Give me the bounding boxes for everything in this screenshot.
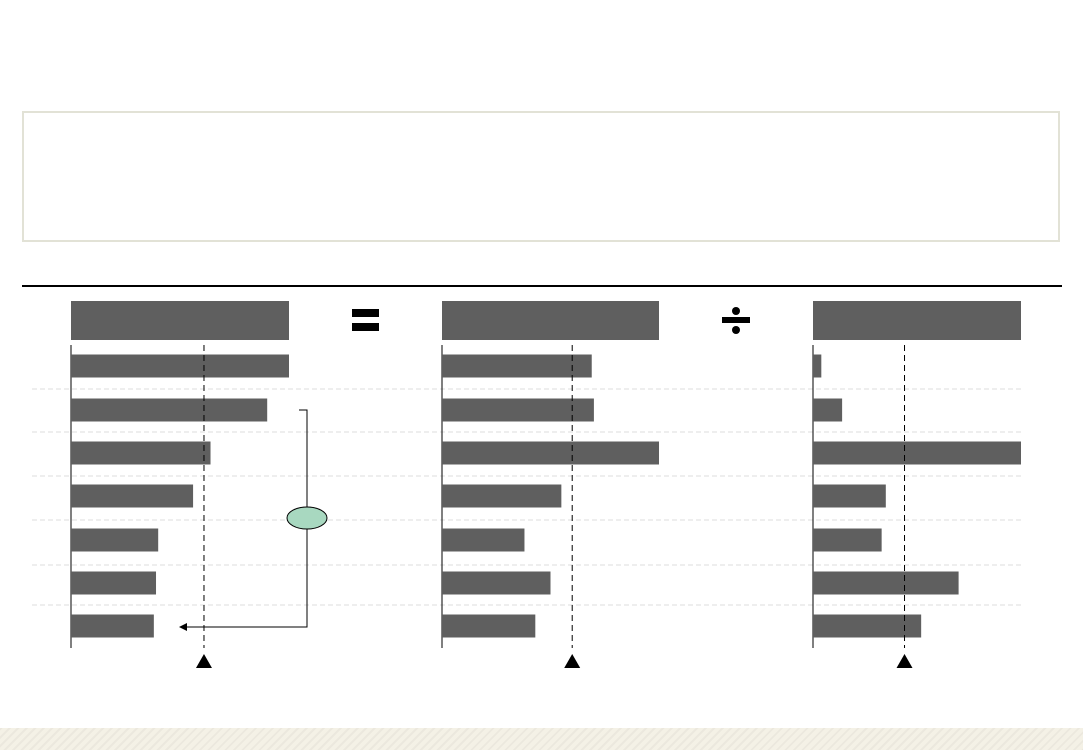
bar [813,484,886,508]
bar [813,528,882,552]
bar [442,614,536,638]
bar [71,571,157,595]
panel-header [813,301,1021,340]
bar [71,614,154,638]
bracket-annotation [179,409,328,631]
triangle-up-icon [564,654,581,668]
bar [71,441,211,465]
bar [813,354,822,378]
row-dividers [32,388,1022,606]
equals-icon [352,309,379,331]
divide-icon [722,307,750,334]
bar [813,614,922,638]
bar [71,398,268,422]
bar [813,398,843,422]
summary-box [22,111,1060,242]
panel-1 [70,301,289,668]
bracket-oval [286,506,328,530]
page-title [22,30,1062,70]
bar [71,354,289,378]
panel-header [71,301,289,340]
bar [442,441,659,465]
bar [71,484,194,508]
bar [442,398,594,422]
section-rule [22,285,1062,287]
bar [442,528,525,552]
decomposition-chart [32,301,1022,668]
panel-3 [812,301,1021,668]
bar [71,528,159,552]
panel-header [442,301,659,340]
bar [813,441,1021,465]
panel-2 [441,301,659,668]
triangle-up-icon [896,654,913,668]
footer-band [0,728,1083,750]
bar [442,354,592,378]
bar [442,484,562,508]
bar [813,571,959,595]
triangle-up-icon [195,654,212,668]
bar [442,571,551,595]
